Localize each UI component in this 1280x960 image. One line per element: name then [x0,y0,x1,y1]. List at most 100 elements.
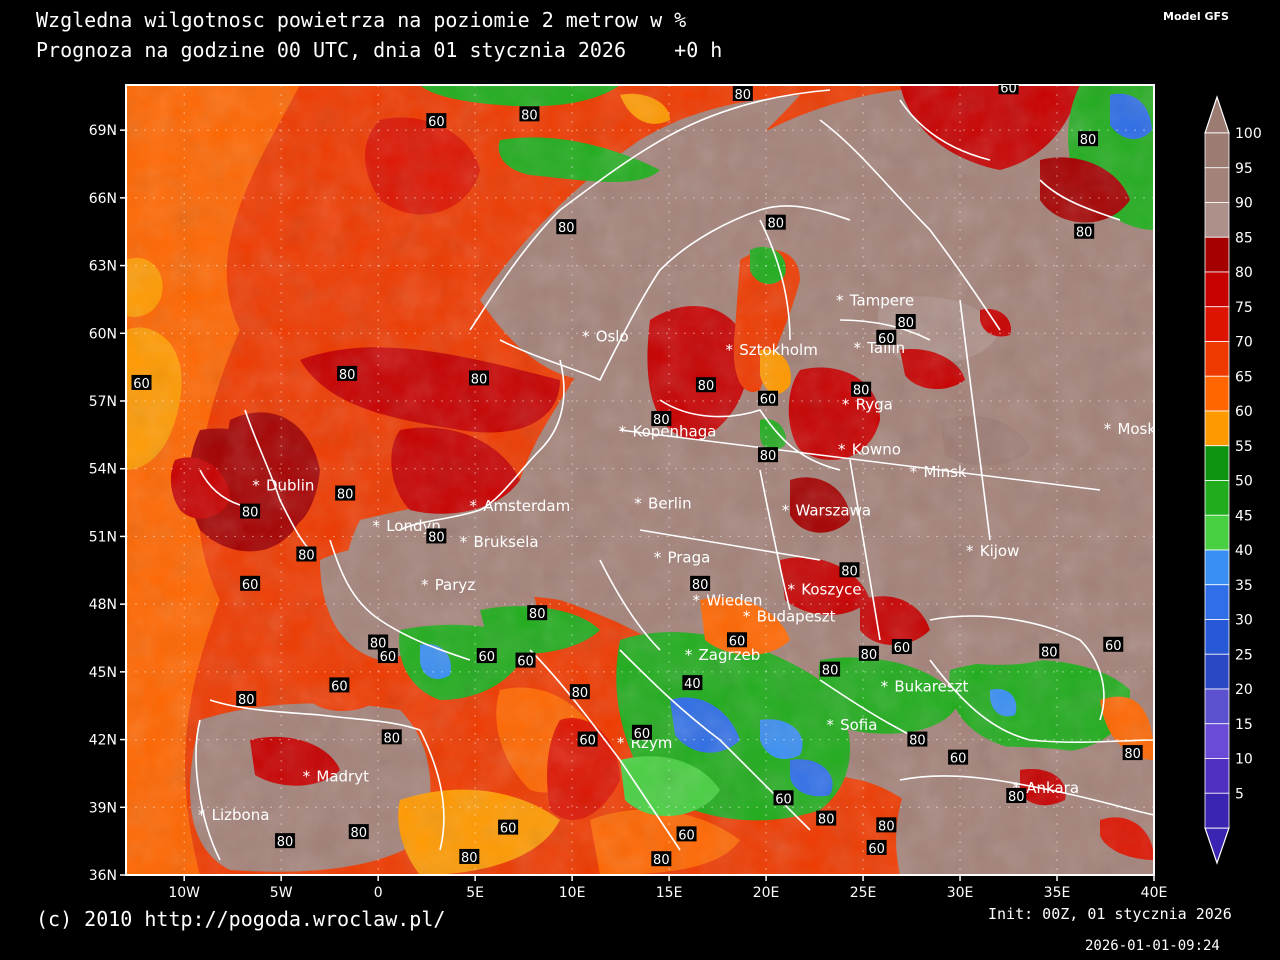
contour-label-text: 60 [579,734,596,749]
city-marker: * Bruksela [460,533,539,551]
lat-tick-label: 42N [89,733,117,749]
contour-label-box [469,370,490,386]
contour-label-box [131,374,152,390]
contour-label-box [1078,131,1099,147]
contour-label: 80 [275,833,296,850]
city-marker: * Zagrzeb [685,646,761,664]
contour-label-box [348,824,369,840]
colorbar-label: 85 [1235,230,1253,246]
contour-label-text: 80 [1041,646,1058,661]
city-marker: * Warszawa [782,501,871,519]
forecast-subtitle: Prognoza na godzine 00 UTC, dnia 01 styc… [36,38,723,62]
model-label: Model GFS [1163,10,1229,23]
contour-label: 40 [682,675,703,692]
city-star: * [910,463,918,481]
colorbar-swatch [1204,653,1230,690]
contour-label: 60 [631,724,652,742]
contour-label: 80 [556,219,577,236]
city-name: Lizbona [212,806,270,824]
contour-label: 60 [577,731,598,749]
map-frame [125,84,1155,876]
city-star: * [966,542,974,560]
contour-label: 60 [758,390,779,408]
colorbar-top-arrow [1204,95,1230,134]
contour-label-box [381,729,402,745]
contour-label-text: 60 [894,641,911,656]
lon-tick-label: 30E [947,885,974,901]
contour-label-text: 80 [350,826,367,841]
contour-label-text: 60 [500,822,517,837]
contour-label-box [335,485,356,501]
contour-label: 80 [839,562,860,579]
colorbar-swatch [1204,202,1230,238]
city-star: * [619,422,627,440]
contour-label: 80 [907,731,928,749]
city-name: Ryga [856,395,893,413]
contour-label: 60 [377,648,398,665]
colorbar-label: 95 [1235,161,1253,177]
contour-label-text: 80 [897,316,914,331]
lon-tick-label: 5E [466,885,484,901]
city-star: * [842,395,850,413]
contour-label-text: 80 [337,488,354,503]
contour-label: 80 [820,661,841,679]
city-star: * [617,734,625,752]
lat-tick-label: 63N [89,259,117,275]
city-star: * [836,291,844,309]
contour-label-box [866,839,887,855]
contour-label: 80 [651,411,672,428]
contour-label-box [695,377,716,393]
contour-label-text: 80 [339,368,356,383]
city-name: Oslo [596,328,629,346]
contour-label: 60 [726,632,747,649]
contour-label-box [891,639,912,655]
copyright-link[interactable]: (c) 2010 http://pogoda.wroclaw.pl/ [36,907,446,931]
contour-label: 60 [998,85,1019,96]
lon-tick-label: 15E [656,885,683,901]
city-marker: * Madryt [303,768,369,786]
colorbar-label: 10 [1235,752,1253,768]
colorbar-swatch [1204,375,1230,412]
lat-tick-label: 66N [89,191,117,207]
contour-label-text: 60 [380,650,397,665]
lat-tick-label: 48N [89,597,117,613]
contour-label-text: 60 [331,679,348,694]
contour-label-box [758,390,779,406]
city-star: * [826,716,834,734]
contour-label-text: 40 [684,677,701,692]
contour-label-text: 80 [1076,226,1093,241]
city-star: * [881,677,889,695]
colorbar-swatch [1204,723,1230,759]
contour-label-box [476,648,497,664]
city-name: Madryt [316,768,369,786]
contour-label: 80 [732,86,753,103]
city-star: * [788,580,796,598]
colorbar-label: 75 [1235,300,1253,316]
contour-label-text: 60 [242,578,259,593]
city-name: Koszyce [801,580,861,598]
city-name: Paryz [435,576,476,594]
contour-label-box [337,365,358,381]
map-title: Wzgledna wilgotnosc powietrza na poziomi… [36,8,687,32]
contour-label-text: 60 [760,393,777,408]
contour-label-box [682,675,703,691]
contour-label: 80 [765,214,786,232]
contour-label-box [773,790,794,806]
contour-label-text: 60 [133,377,150,392]
contour-label-box [519,106,540,122]
contour-label-box [240,503,261,519]
contour-label-text: 80 [471,372,488,387]
city-marker: * Amsterdam [469,497,570,515]
contour-label-box [895,314,916,329]
city-star: * [460,533,468,551]
lon-tick-label: 5W [270,885,293,901]
city-marker: * Minsk [910,463,967,481]
contour-label-text: 60 [878,332,895,347]
contour-label: 60 [1103,636,1124,654]
city-name: Ankara [1026,779,1079,797]
colorbar-swatch [1204,271,1230,308]
contour-label-box [876,817,897,833]
contour-label-text: 80 [692,578,709,593]
